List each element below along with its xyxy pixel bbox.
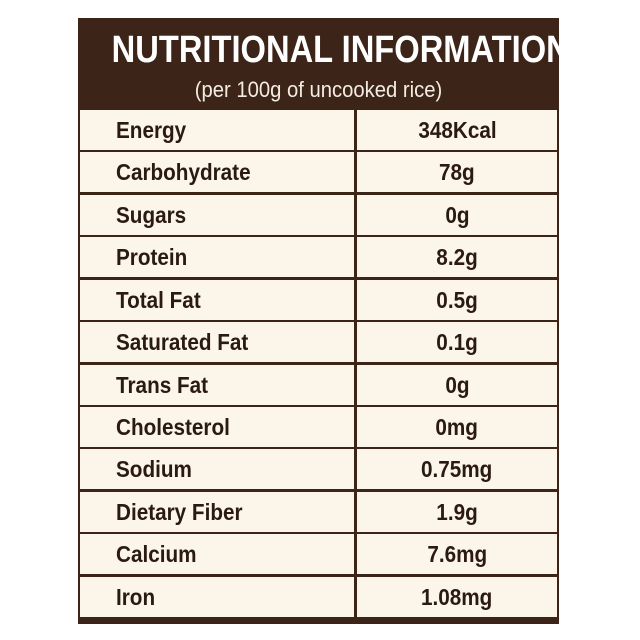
nutrition-table: Energy 348Kcal Carbohydrate 78g Sugars 0… bbox=[80, 110, 557, 622]
nutrient-name: Trans Fat bbox=[80, 365, 354, 405]
nutrient-value: 7.6mg bbox=[357, 534, 557, 574]
table-row: Trans Fat 0g bbox=[80, 365, 557, 405]
nutrient-name: Sugars bbox=[80, 195, 354, 235]
table-row: Sodium 0.75mg bbox=[80, 449, 557, 489]
nutrient-value: 0g bbox=[357, 195, 557, 235]
table-row: Saturated Fat 0.1g bbox=[80, 322, 557, 362]
table-row: Energy 348Kcal bbox=[80, 110, 557, 150]
nutrient-value: 1.08mg bbox=[357, 577, 557, 617]
nutrient-name: Saturated Fat bbox=[80, 322, 354, 362]
nutrient-name: Cholesterol bbox=[80, 407, 354, 447]
nutrient-name: Energy bbox=[80, 110, 354, 150]
nutrition-header: NUTRITIONAL INFORMATION (per 100g of unc… bbox=[78, 18, 570, 110]
nutrient-name: Total Fat bbox=[80, 280, 354, 320]
panel-title: NUTRITIONAL INFORMATION bbox=[111, 29, 570, 71]
table-row: Carbohydrate 78g bbox=[80, 152, 557, 192]
nutrition-panel: NUTRITIONAL INFORMATION (per 100g of unc… bbox=[78, 18, 570, 624]
nutrient-value: 0g bbox=[357, 365, 557, 405]
nutrient-value: 348Kcal bbox=[357, 110, 557, 150]
panel-subtitle: (per 100g of uncooked rice) bbox=[194, 77, 443, 102]
table-row: Dietary Fiber 1.9g bbox=[80, 492, 557, 532]
nutrient-value: 8.2g bbox=[357, 237, 557, 277]
nutrient-name: Protein bbox=[80, 237, 354, 277]
nutrient-name: Dietary Fiber bbox=[80, 492, 354, 532]
nutrient-name: Iron bbox=[80, 577, 354, 617]
nutrient-name: Carbohydrate bbox=[80, 152, 354, 192]
nutrient-value: 1.9g bbox=[357, 492, 557, 532]
nutrient-value: 78g bbox=[357, 152, 557, 192]
table-row: Protein 8.2g bbox=[80, 237, 557, 277]
nutrient-name: Calcium bbox=[80, 534, 354, 574]
table-row: Sugars 0g bbox=[80, 195, 557, 235]
table-row: Iron 1.08mg bbox=[80, 577, 557, 617]
nutrient-value: 0.75mg bbox=[357, 449, 557, 489]
table-row: Calcium 7.6mg bbox=[80, 534, 557, 574]
nutrient-value: 0.1g bbox=[357, 322, 557, 362]
table-row: Cholesterol 0mg bbox=[80, 407, 557, 447]
table-row: Total Fat 0.5g bbox=[80, 280, 557, 320]
nutrient-value: 0mg bbox=[357, 407, 557, 447]
nutrient-value: 0.5g bbox=[357, 280, 557, 320]
nutrient-name: Sodium bbox=[80, 449, 354, 489]
